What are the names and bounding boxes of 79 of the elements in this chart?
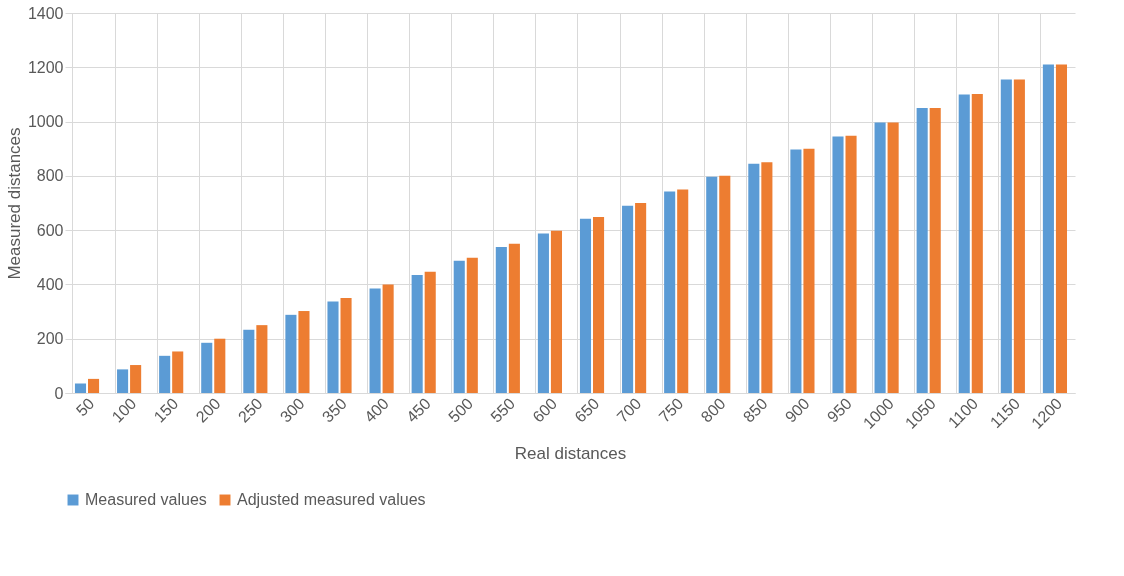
bar (214, 338, 226, 393)
x-tick-label: 500 (445, 394, 477, 426)
x-tick-label: 400 (361, 394, 393, 426)
x-tick-label: 250 (234, 394, 266, 426)
bar (1055, 64, 1067, 393)
bar (256, 325, 268, 393)
bar (117, 369, 129, 393)
bar (958, 94, 970, 393)
bar (411, 274, 423, 393)
bar (424, 271, 436, 393)
x-tick-label: 900 (781, 394, 813, 426)
bar (88, 378, 100, 393)
bar (1013, 79, 1025, 393)
x-axis-title: Real distances (514, 443, 627, 463)
x-tick-label: 700 (613, 394, 645, 426)
bar (874, 122, 886, 393)
bar (622, 205, 634, 393)
x-tick-label: 600 (529, 394, 561, 426)
y-tick-label: 400 (36, 275, 64, 293)
legend-label: Adjusted measured values (237, 491, 426, 508)
bar (327, 301, 339, 393)
bar (887, 122, 899, 393)
x-tick-label: 350 (318, 394, 350, 426)
bar (916, 108, 928, 393)
x-tick-label: 200 (192, 394, 224, 426)
bar (201, 342, 213, 393)
bar (761, 162, 773, 393)
x-tick-label: 950 (823, 394, 855, 426)
bar (298, 311, 310, 393)
bar (635, 203, 647, 393)
y-axis-title: Measured distances (4, 127, 24, 280)
bar (466, 257, 478, 393)
bar (340, 298, 352, 393)
bar (790, 149, 802, 393)
bar (74, 383, 87, 393)
bar (495, 246, 507, 393)
bar (550, 230, 562, 393)
y-tick-label: 1400 (27, 4, 64, 22)
y-tick-label: 600 (36, 221, 64, 239)
y-tick-label: 1000 (27, 113, 64, 131)
bar (508, 243, 520, 393)
x-tick-label: 100 (108, 394, 140, 426)
bar (453, 260, 465, 393)
bar (677, 189, 689, 393)
x-tick-label: 650 (571, 394, 603, 426)
bar (706, 176, 718, 393)
bar (832, 136, 844, 393)
bar (172, 351, 184, 393)
x-tick-label: 150 (150, 394, 182, 426)
bar (845, 135, 857, 393)
bar (382, 284, 394, 393)
bar (748, 163, 760, 393)
y-tick-label: 0 (54, 384, 64, 402)
bar (243, 329, 255, 393)
x-tick-label: 850 (739, 394, 771, 426)
bar (285, 314, 297, 393)
x-tick-label: 550 (487, 394, 519, 426)
bar (971, 93, 983, 393)
y-tick-label: 1200 (27, 58, 64, 76)
x-tick-label: 450 (403, 394, 435, 426)
y-tick-label: 800 (36, 167, 64, 185)
x-tick-label: 50 (72, 394, 98, 420)
bar (130, 365, 142, 393)
bar (719, 175, 731, 393)
legend-label: Measured values (85, 491, 207, 508)
bar (593, 217, 605, 393)
bar (1000, 79, 1012, 393)
bar (929, 108, 941, 393)
bar (579, 218, 592, 393)
x-tick-label: 300 (276, 394, 308, 426)
y-tick-label: 200 (36, 330, 64, 348)
x-tick-label: 750 (655, 394, 687, 426)
bar (369, 288, 381, 393)
bar (1042, 64, 1054, 393)
bar (159, 355, 171, 393)
bar (803, 148, 815, 393)
x-tick-label: 800 (697, 394, 729, 426)
bar (664, 191, 676, 393)
bar (537, 233, 549, 393)
